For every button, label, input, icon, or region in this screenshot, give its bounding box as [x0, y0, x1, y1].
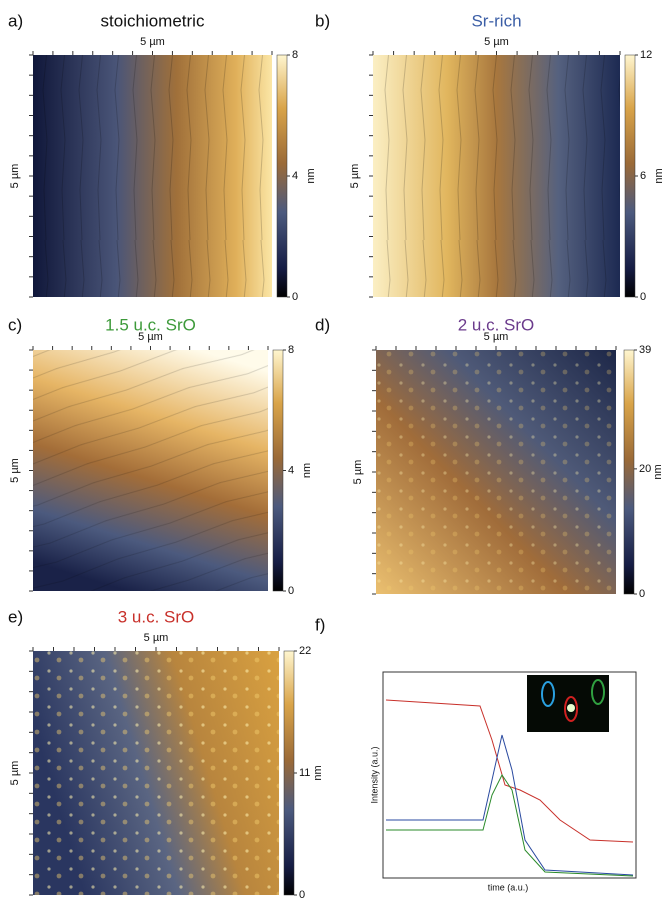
panel-label: e): [8, 607, 23, 626]
scale-label: 5 µm: [9, 761, 21, 786]
y-axis-label: Intensity (a.u.): [369, 746, 379, 803]
x-axis-label: time (a.u.): [488, 882, 529, 892]
panel-label: b): [315, 11, 330, 30]
afm-texture: [33, 55, 272, 297]
panel-label: c): [8, 315, 22, 334]
colorbar-tick-label: 8: [288, 344, 294, 356]
afm-texture: [376, 350, 616, 594]
inset-marker: [564, 696, 578, 722]
panel-title: 1.5 u.c. SrO: [105, 315, 196, 334]
curve: [386, 734, 634, 876]
panel-label: f): [315, 615, 325, 634]
curve: [385, 699, 634, 843]
colorbar-tick-label: 4: [288, 464, 294, 476]
afm-texture: [33, 651, 279, 895]
colorbar-tick-label: 0: [299, 889, 305, 900]
colorbar: [623, 349, 635, 595]
afm-texture: [373, 55, 620, 297]
colorbar-tick-label: 0: [639, 588, 645, 600]
scale-label: 5 µm: [9, 164, 21, 189]
scale-label: 5 µm: [9, 458, 21, 483]
panel-title: Sr-rich: [471, 11, 521, 30]
scale-label: 5 µm: [138, 331, 163, 343]
inset-marker: [591, 679, 605, 705]
colorbar-unit: nm: [301, 463, 313, 478]
colorbar-tick-label: 4: [292, 170, 298, 182]
colorbar-unit: nm: [305, 168, 317, 183]
scale-label: 5 µm: [484, 331, 509, 343]
panel-title: 2 u.c. SrO: [458, 315, 535, 334]
curve: [386, 774, 634, 877]
plot-frame: [382, 671, 637, 879]
scale-label: 5 µm: [349, 164, 361, 189]
colorbar: [276, 54, 288, 298]
colorbar-tick-label: 39: [639, 344, 651, 356]
colorbar-tick-label: 12: [640, 49, 652, 61]
scale-label: 5 µm: [484, 36, 509, 48]
colorbar-tick-label: 0: [288, 585, 294, 597]
colorbar-unit: nm: [653, 168, 665, 183]
colorbar-tick-label: 8: [292, 49, 298, 61]
colorbar-tick-label: 20: [639, 463, 651, 475]
colorbar-tick-label: 22: [299, 645, 311, 657]
colorbar-tick-label: 0: [292, 291, 298, 303]
panel-label: a): [8, 11, 23, 30]
panel-title: 3 u.c. SrO: [118, 607, 195, 626]
colorbar-tick-label: 11: [299, 767, 310, 779]
colorbar: [272, 349, 284, 592]
scale-label: 5 µm: [352, 460, 364, 485]
panel-title: stoichiometric: [101, 11, 205, 30]
scale-label: 5 µm: [140, 36, 165, 48]
colorbar-unit: nm: [312, 765, 324, 780]
inset-marker: [541, 681, 555, 707]
colorbar: [624, 54, 636, 298]
colorbar: [283, 650, 295, 896]
colorbar-tick-label: 0: [640, 291, 646, 303]
inset-spot: [567, 704, 575, 712]
afm-texture: [33, 350, 268, 591]
panel-label: d): [315, 315, 330, 334]
colorbar-unit: nm: [652, 464, 664, 479]
scale-label: 5 µm: [144, 632, 169, 644]
colorbar-tick-label: 6: [640, 170, 646, 182]
